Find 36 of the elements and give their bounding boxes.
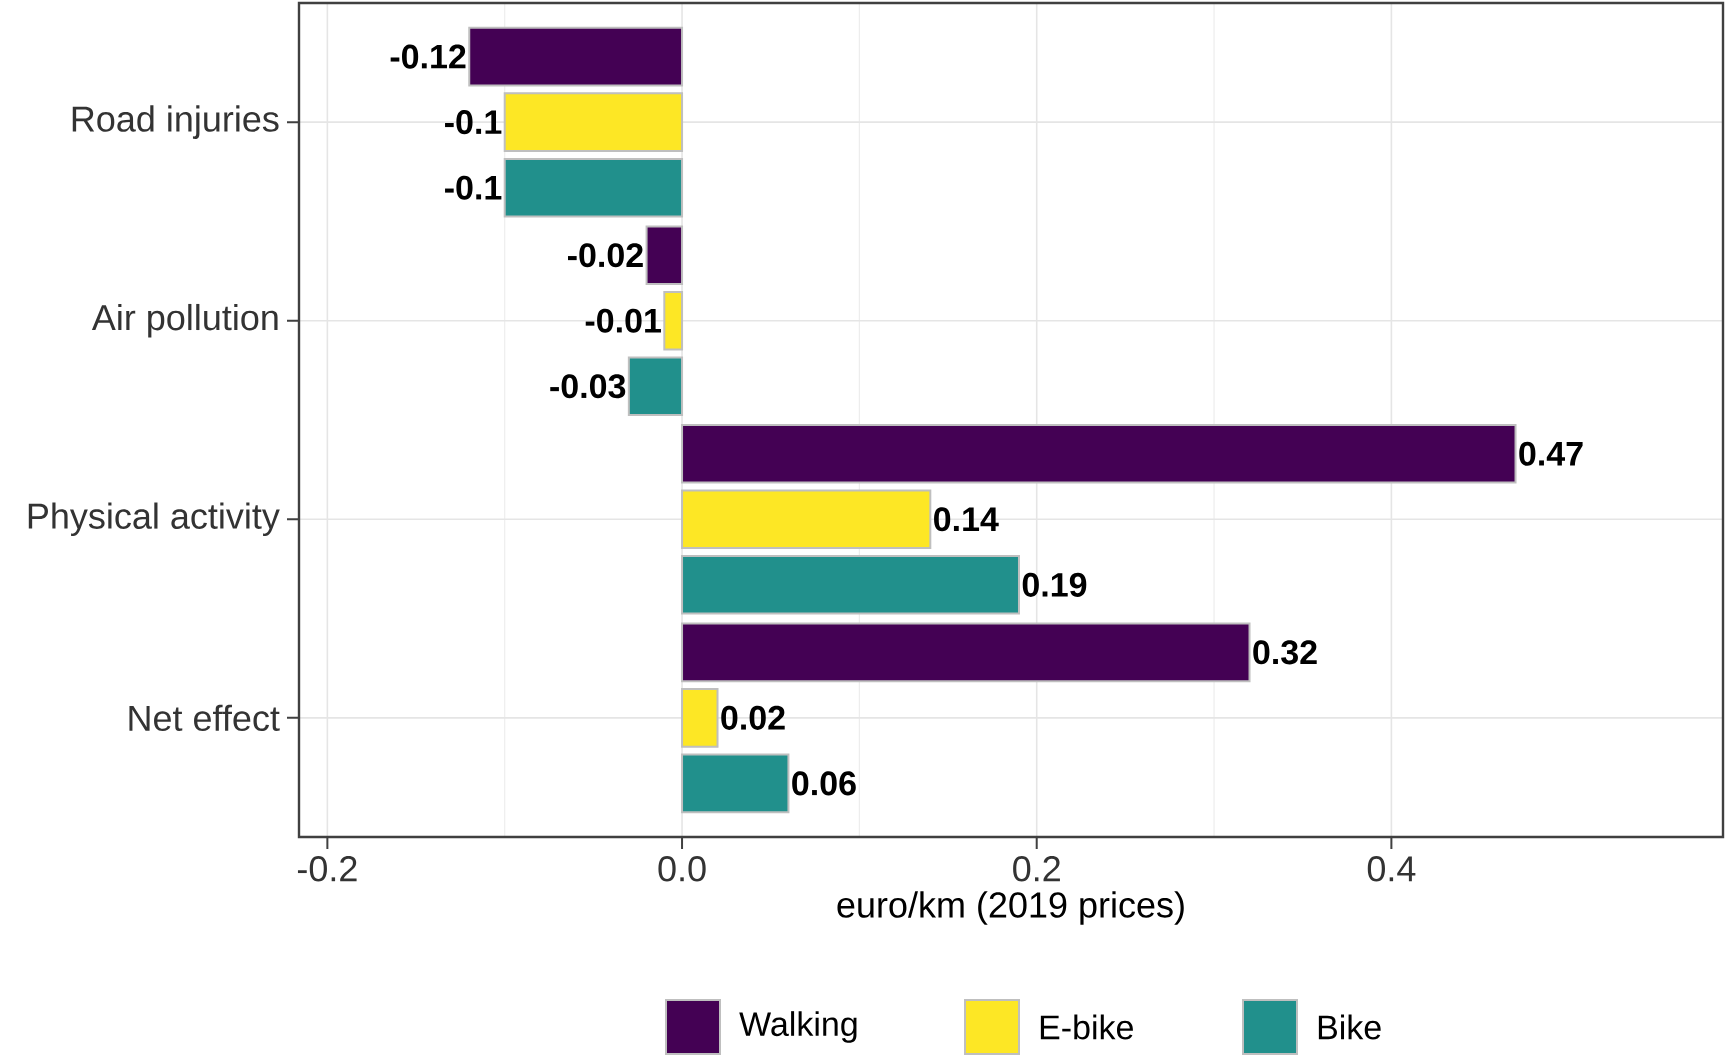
x-tick-label: -0.2 [297, 856, 357, 882]
legend-label: Bike [1318, 1014, 1381, 1040]
data-label: 0.47 [1519, 441, 1583, 466]
bar [681, 489, 932, 550]
bar [681, 555, 1020, 615]
y-tick-label: Physical activity [28, 502, 280, 537]
data-label: 0.02 [721, 705, 785, 730]
data-label: 0.19 [1022, 572, 1087, 597]
bar [468, 26, 684, 87]
bar [645, 225, 684, 285]
data-label: -0.12 [390, 44, 466, 69]
data-label: -0.1 [445, 110, 502, 135]
y-tick-label: Air pollution [91, 303, 278, 338]
x-tick-label: 0.4 [1367, 856, 1416, 882]
bar [663, 290, 684, 351]
bar [681, 622, 1251, 683]
legend-label: Walking [739, 1011, 857, 1043]
bar [503, 157, 684, 218]
data-label: -0.03 [550, 374, 626, 399]
data-label: -0.02 [568, 243, 643, 268]
bar [681, 688, 719, 748]
legend-label: E-bike [1040, 1014, 1133, 1040]
x-axis-title: euro/km (2019 prices) [837, 891, 1184, 925]
data-label: -0.1 [445, 175, 502, 200]
y-tick-label: Net effect [129, 704, 280, 732]
bar [681, 423, 1517, 484]
bar [627, 356, 684, 417]
x-tick-label: 0.2 [1013, 856, 1060, 882]
x-tick-label: 0.0 [658, 856, 706, 882]
data-label: -0.01 [585, 308, 661, 333]
data-label: 0.14 [934, 507, 999, 532]
data-label: 0.06 [792, 771, 856, 796]
y-tick-label: Road injuries [72, 105, 279, 139]
data-label: 0.32 [1253, 640, 1317, 665]
bar [503, 92, 684, 152]
bar [681, 753, 790, 814]
